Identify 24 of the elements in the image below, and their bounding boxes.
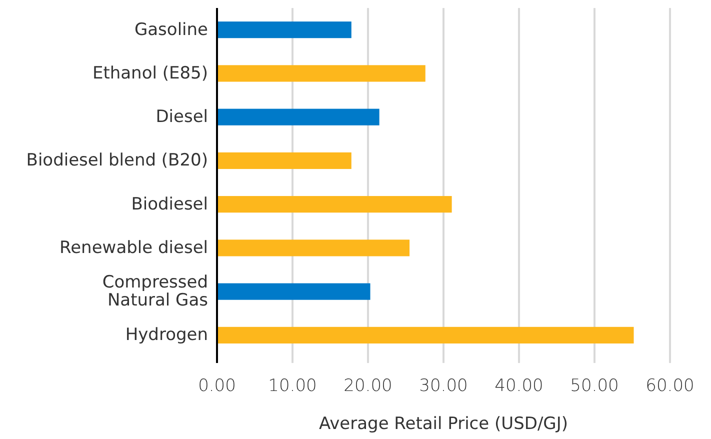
y-tick-label: Ethanol (E85) bbox=[92, 63, 208, 84]
bar bbox=[217, 196, 452, 213]
bar bbox=[217, 108, 380, 126]
y-tick-label: Biodiesel blend (B20) bbox=[26, 150, 208, 170]
bar bbox=[217, 283, 370, 300]
y-tick-label: Renewable diesel bbox=[60, 238, 208, 258]
bar bbox=[217, 22, 352, 38]
x-tick-label: 40.00 bbox=[494, 376, 544, 396]
y-tick-label: Diesel bbox=[156, 106, 208, 127]
x-tick-label: 10.00 bbox=[268, 376, 317, 396]
x-tick-label: 60.00 bbox=[646, 376, 694, 396]
x-tick-label: 30.00 bbox=[419, 376, 468, 396]
bar bbox=[217, 152, 352, 169]
y-tick-label: Hydrogen bbox=[125, 324, 208, 345]
x-tick-label: 50.00 bbox=[570, 376, 619, 396]
bar bbox=[217, 326, 634, 344]
x-tick-label: 20.00 bbox=[344, 376, 392, 396]
x-tick-label: 0.00 bbox=[198, 376, 236, 396]
bar bbox=[217, 240, 410, 256]
x-axis-title: Average Retail Price (USD/GJ) bbox=[318, 414, 568, 434]
bar bbox=[217, 65, 426, 82]
y-tick-label: Compressed Natural Gas bbox=[102, 272, 208, 310]
y-tick-label: Biodiesel bbox=[131, 194, 208, 214]
y-tick-label: Gasoline bbox=[134, 19, 208, 40]
